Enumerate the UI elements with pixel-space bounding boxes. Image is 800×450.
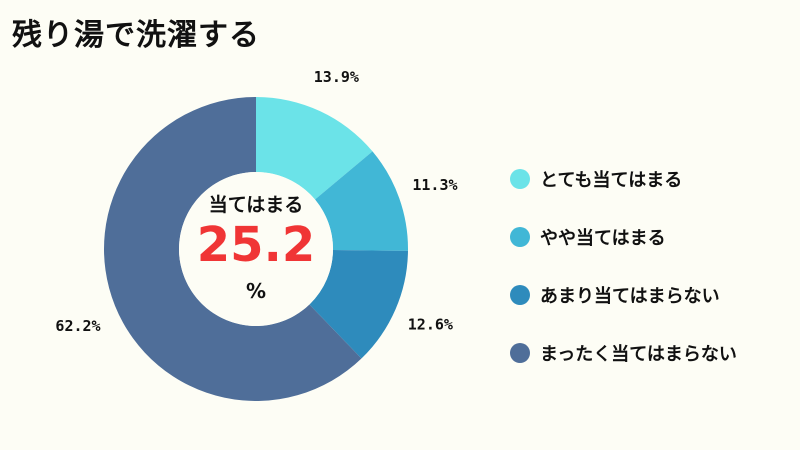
center-label: 当てはまる [208, 194, 304, 216]
legend-label: やや当てはまる [540, 228, 666, 249]
legend-item: まったく当てはまらない [510, 324, 737, 382]
legend-swatch [510, 227, 530, 247]
legend: とても当てはまる やや当てはまる あまり当てはまらない まったく当てはまらない [510, 150, 737, 382]
center-unit: % [245, 279, 267, 303]
donut-slice [309, 249, 408, 359]
donut-slice [256, 97, 373, 200]
donut-hole [179, 172, 333, 326]
legend-item: とても当てはまる [510, 150, 737, 208]
legend-label: まったく当てはまらない [540, 344, 737, 365]
legend-swatch [510, 169, 530, 189]
slice-label: 12.6% [408, 315, 453, 333]
legend-item: あまり当てはまらない [510, 266, 737, 324]
chart-title: 残り湯で洗濯する [12, 18, 260, 53]
donut-slice [315, 151, 408, 251]
center-summary: 当てはまる 25.2 % [176, 190, 336, 303]
legend-swatch [510, 343, 530, 363]
legend-item: やや当てはまる [510, 208, 737, 266]
legend-label: とても当てはまる [540, 170, 683, 191]
slice-label: 62.2% [55, 317, 100, 335]
legend-label: あまり当てはまらない [540, 286, 720, 307]
legend-swatch [510, 285, 530, 305]
slice-label: 11.3% [412, 176, 457, 194]
center-value: 25.2 [196, 217, 316, 273]
donut-slice [104, 97, 362, 401]
slice-label: 13.9% [314, 68, 359, 86]
